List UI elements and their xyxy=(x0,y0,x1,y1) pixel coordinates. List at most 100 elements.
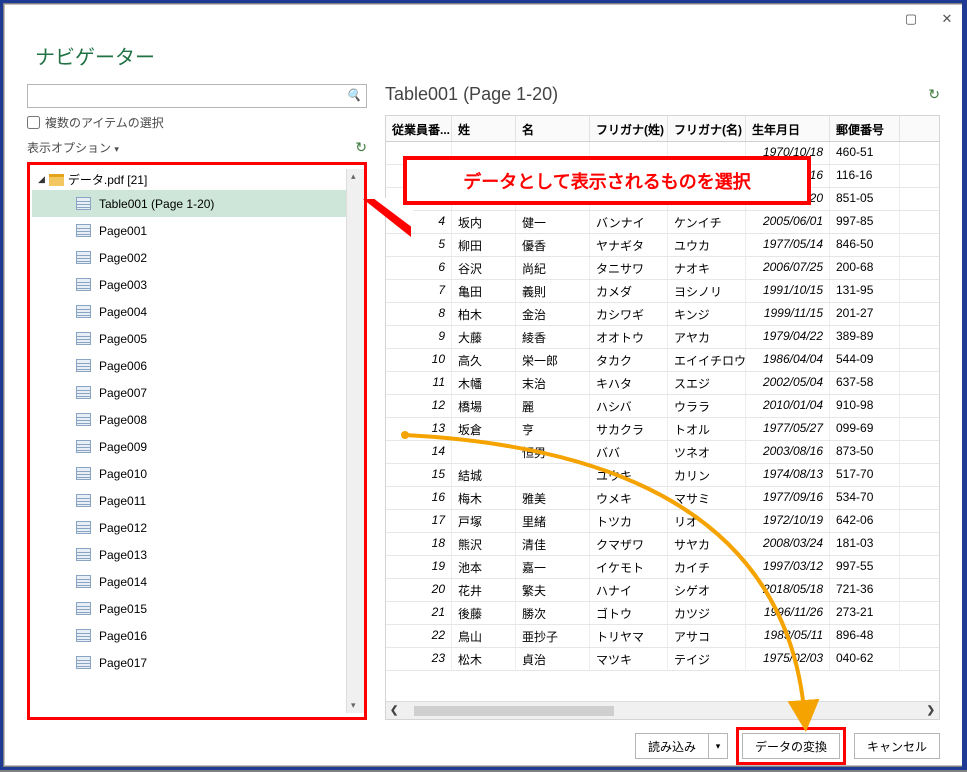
load-button[interactable]: 読み込み xyxy=(635,733,708,759)
table-row[interactable]: 11木幡末治キハタスエジ2002/05/04637-58 xyxy=(386,372,939,395)
navigator-window: ▢ ✕ ナビゲーター 🔍 複数のアイテムの選択 表示オプション ▾ ↻ xyxy=(4,4,963,766)
preview-refresh-icon[interactable]: ↻ xyxy=(928,86,940,103)
table-row[interactable]: 17戸塚里緒トツカリオ1972/10/19642-06 xyxy=(386,510,939,533)
tree-item[interactable]: Page017 xyxy=(32,649,346,676)
table-row[interactable]: 8柏木金治カシワギキンジ1999/11/15201-27 xyxy=(386,303,939,326)
table-cell: 7 xyxy=(386,280,452,302)
table-row[interactable]: 18熊沢清佳クマザワサヤカ2008/03/24181-03 xyxy=(386,533,939,556)
tree-item[interactable]: Page002 xyxy=(32,244,346,271)
column-header[interactable]: 名 xyxy=(516,116,590,141)
load-dropdown[interactable]: ▾ xyxy=(708,733,728,759)
tree-item[interactable]: Page004 xyxy=(32,298,346,325)
tree-item[interactable]: Page007 xyxy=(32,379,346,406)
tree-item[interactable]: Page008 xyxy=(32,406,346,433)
multi-select-box[interactable] xyxy=(27,116,40,129)
table-row[interactable]: 9大藤綾香オオトウアヤカ1979/04/22389-89 xyxy=(386,326,939,349)
tree-item[interactable]: Page006 xyxy=(32,352,346,379)
tree-item-label: Page012 xyxy=(99,521,147,535)
tree-item-label: Page007 xyxy=(99,386,147,400)
table-row[interactable]: 14恒男ババツネオ2003/08/16873-50 xyxy=(386,441,939,464)
table-cell: カリン xyxy=(668,464,746,486)
table-cell: 亜抄子 xyxy=(516,625,590,647)
cancel-button[interactable]: キャンセル xyxy=(854,733,940,759)
column-header[interactable]: フリガナ(名) xyxy=(668,116,746,141)
tree-item[interactable]: Page014 xyxy=(32,568,346,595)
tree-item[interactable]: Page010 xyxy=(32,460,346,487)
tree-item[interactable]: Page003 xyxy=(32,271,346,298)
tree-item[interactable]: Page005 xyxy=(32,325,346,352)
tree-root-label: データ.pdf [21] xyxy=(68,171,147,188)
table-cell: テイジ xyxy=(668,648,746,670)
tree-item[interactable]: Page001 xyxy=(32,217,346,244)
tree-item[interactable]: Page016 xyxy=(32,622,346,649)
column-header[interactable]: 郵便番号 xyxy=(830,116,900,141)
table-cell: 優香 xyxy=(516,234,590,256)
search-icon[interactable]: 🔍 xyxy=(346,88,361,102)
table-icon xyxy=(76,332,91,345)
table-cell: 181-03 xyxy=(830,533,900,555)
table-cell: 517-70 xyxy=(830,464,900,486)
horizontal-scrollbar[interactable]: ❮❯ xyxy=(386,701,939,719)
table-cell: 273-21 xyxy=(830,602,900,624)
table-cell: アサコ xyxy=(668,625,746,647)
display-options-dropdown[interactable]: 表示オプション ▾ xyxy=(27,139,119,156)
multi-select-checkbox[interactable]: 複数のアイテムの選択 xyxy=(27,114,367,131)
table-row[interactable]: 22鳥山亜抄子トリヤマアサコ1983/05/11896-48 xyxy=(386,625,939,648)
column-header[interactable]: フリガナ(姓) xyxy=(590,116,668,141)
tree-scrollbar[interactable] xyxy=(346,169,364,713)
tree-item[interactable]: Page015 xyxy=(32,595,346,622)
tree-item[interactable]: Page011 xyxy=(32,487,346,514)
table-row[interactable]: 10高久栄一郎タカクエイイチロウ1986/04/04544-09 xyxy=(386,349,939,372)
tree-root[interactable]: ◢ データ.pdf [21] xyxy=(32,169,346,190)
table-row[interactable]: 5柳田優香ヤナギタユウカ1977/05/14846-50 xyxy=(386,234,939,257)
table-row[interactable]: 15結城ユウキカリン1974/08/13517-70 xyxy=(386,464,939,487)
table-row[interactable]: 23松木貞治マツキテイジ1975/02/03040-62 xyxy=(386,648,939,671)
table-cell: アヤカ xyxy=(668,326,746,348)
table-row[interactable]: 12橋場麗ハシバウララ2010/01/04910-98 xyxy=(386,395,939,418)
table-cell: 義則 xyxy=(516,280,590,302)
tree-item[interactable]: Page012 xyxy=(32,514,346,541)
table-cell: 13 xyxy=(386,418,452,440)
tree-item[interactable]: Table001 (Page 1-20) xyxy=(32,190,346,217)
table-row[interactable]: 6谷沢尚紀タニサワナオキ2006/07/25200-68 xyxy=(386,257,939,280)
column-header[interactable]: 従業員番... xyxy=(386,116,452,141)
table-row[interactable]: 7亀田義則カメダヨシノリ1991/10/15131-95 xyxy=(386,280,939,303)
refresh-icon[interactable]: ↻ xyxy=(355,139,367,156)
table-row[interactable]: 4坂内健一バンナイケンイチ2005/06/01997-85 xyxy=(386,211,939,234)
table-cell: 9 xyxy=(386,326,452,348)
table-icon xyxy=(76,278,91,291)
column-header[interactable]: 生年月日 xyxy=(746,116,830,141)
table-cell: 繁夫 xyxy=(516,579,590,601)
table-cell: 1977/05/14 xyxy=(746,234,830,256)
table-row[interactable]: 13坂倉亨サカクラトオル1977/05/27099-69 xyxy=(386,418,939,441)
table-row[interactable]: 20花井繁夫ハナイシゲオ2018/05/18721-36 xyxy=(386,579,939,602)
table-cell: 851-05 xyxy=(830,188,900,210)
tree-item[interactable]: Page009 xyxy=(32,433,346,460)
table-cell: ヨシノリ xyxy=(668,280,746,302)
close-icon[interactable]: ✕ xyxy=(938,10,956,28)
table-cell: 14 xyxy=(386,441,452,463)
table-cell: 17 xyxy=(386,510,452,532)
table-row[interactable]: 21後藤勝次ゴトウカツジ1996/11/26273-21 xyxy=(386,602,939,625)
table-cell: 131-95 xyxy=(830,280,900,302)
tree-item[interactable]: Page013 xyxy=(32,541,346,568)
titlebar: ▢ ✕ xyxy=(5,5,962,33)
table-icon xyxy=(76,359,91,372)
tree-item-label: Page001 xyxy=(99,224,147,238)
table-cell: バンナイ xyxy=(590,211,668,233)
table-cell: 544-09 xyxy=(830,349,900,371)
table-cell: 末治 xyxy=(516,372,590,394)
table-cell: トツカ xyxy=(590,510,668,532)
table-row[interactable]: 19池本嘉一イケモトカイチ1997/03/12997-55 xyxy=(386,556,939,579)
transform-button[interactable]: データの変換 xyxy=(742,733,840,759)
table-icon xyxy=(76,467,91,480)
table-cell: 池本 xyxy=(452,556,516,578)
table-cell: カシワギ xyxy=(590,303,668,325)
table-row[interactable]: 16梅木雅美ウメキマサミ1977/09/16534-70 xyxy=(386,487,939,510)
column-header[interactable]: 姓 xyxy=(452,116,516,141)
table-cell: 642-06 xyxy=(830,510,900,532)
table-cell: シゲオ xyxy=(668,579,746,601)
search-input[interactable] xyxy=(27,84,367,108)
table-cell: ツネオ xyxy=(668,441,746,463)
maximize-icon[interactable]: ▢ xyxy=(902,10,920,28)
